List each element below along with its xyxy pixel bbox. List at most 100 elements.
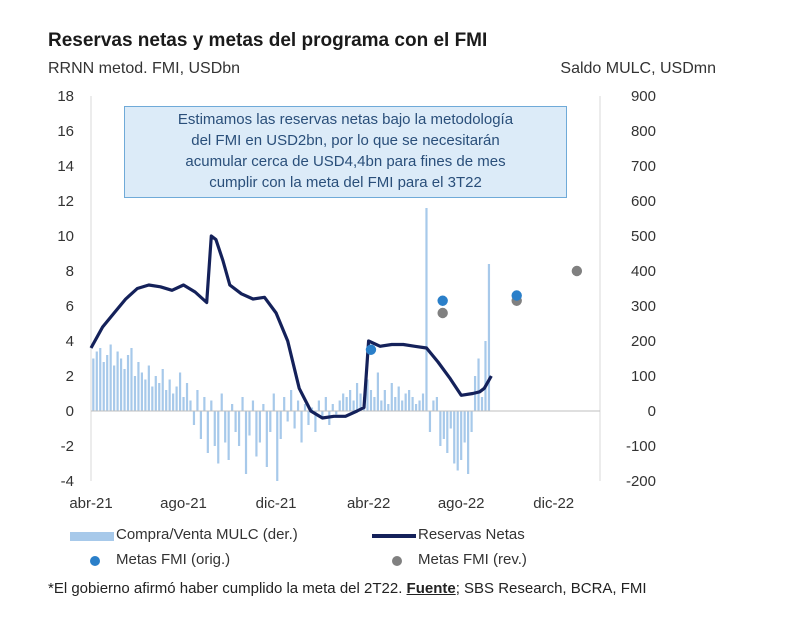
mulc-bar (92, 358, 95, 411)
mulc-bar (408, 390, 411, 411)
footnote-text: *El gobierno afirmó haber cumplido la me… (48, 580, 407, 597)
mulc-bar (130, 348, 133, 411)
mulc-bar (460, 411, 463, 460)
right-axis-tick: 100 (631, 368, 656, 385)
mulc-bar (258, 411, 261, 443)
mulc-bar (484, 341, 487, 411)
axes: -4 -2 0 2 4 6 8 10 12 14 16 18 -200 -100 0 100 200 300 400… (57, 88, 656, 512)
mulc-bar (206, 411, 209, 453)
left-axis-tick: 6 (66, 298, 74, 315)
mulc-bar (251, 400, 255, 411)
mulc-bar (172, 393, 175, 411)
chart-title: Reservas netas y metas del programa con … (48, 30, 488, 51)
annotation-line: del FMI en USD2bn, por lo que se necesit… (191, 132, 500, 149)
mulc-bar (210, 400, 213, 411)
mulc-bar (192, 411, 196, 425)
mulc-bar (477, 358, 480, 411)
mulc-bar (387, 404, 390, 411)
mulc-bar (418, 400, 421, 411)
mulc-bar (248, 411, 251, 436)
legend-rev-label: Metas FMI (rev.) (418, 551, 527, 568)
annotation-line: cumplir con la meta del FMI para el 3T22 (209, 174, 482, 191)
meta-fmi-orig-point (511, 290, 522, 301)
legend-rev-dot (392, 556, 402, 566)
mulc-bar (449, 411, 452, 429)
mulc-bar (487, 264, 491, 411)
legend-orig-dot (90, 556, 100, 566)
mulc-bar (435, 397, 438, 411)
mulc-bar (199, 411, 202, 439)
left-axis-tick: 16 (57, 123, 74, 140)
metas-points (365, 265, 583, 355)
annotation-line: Estimamos las reservas netas bajo la met… (177, 111, 514, 128)
mulc-bar (123, 369, 126, 411)
mulc-bar (432, 400, 435, 411)
mulc-bar (439, 411, 442, 446)
mulc-bar (404, 393, 407, 411)
mulc-bar (335, 411, 338, 415)
x-axis-tick: ago-22 (438, 495, 485, 512)
mulc-bar (286, 411, 289, 422)
mulc-bar (165, 390, 168, 411)
mulc-bar (290, 390, 293, 411)
left-axis-tick: 4 (66, 333, 74, 350)
annotation-box: Estimamos las reservas netas bajo la met… (124, 106, 567, 198)
legend-bars-swatch (70, 532, 114, 541)
mulc-bar (321, 411, 324, 418)
mulc-bar (119, 358, 123, 411)
mulc-bar (140, 372, 143, 411)
left-axis-tick: 12 (57, 193, 74, 210)
mulc-bar (467, 411, 470, 474)
mulc-bar (106, 355, 109, 411)
mulc-bar (317, 400, 320, 411)
right-axis-tick: 900 (631, 88, 656, 105)
mulc-bar (397, 386, 400, 411)
x-axis-tick: abr-21 (69, 495, 112, 512)
mulc-bar (224, 411, 227, 443)
legend-line-label: Reservas Netas (418, 526, 525, 543)
mulc-bar (366, 379, 369, 411)
mulc-bar (175, 386, 178, 411)
mulc-bar (182, 397, 185, 411)
mulc-bar (342, 393, 345, 411)
footnote: *El gobierno afirmó haber cumplido la me… (48, 580, 647, 597)
mulc-bar (456, 411, 459, 471)
mulc-bar (244, 411, 248, 474)
mulc-bar (414, 404, 418, 411)
meta-fmi-rev-point (437, 307, 448, 319)
meta-fmi-orig-point (365, 344, 377, 355)
mulc-bar (359, 393, 362, 411)
mulc-bar (234, 411, 237, 432)
mulc-bar (296, 400, 300, 411)
mulc-bar (276, 411, 279, 481)
legend-line-swatch (372, 534, 416, 538)
mulc-bar (196, 390, 199, 411)
left-axis-tick: -2 (61, 438, 74, 455)
mulc-bar (189, 400, 192, 411)
mulc-bar (283, 397, 286, 411)
mulc-bar (314, 411, 317, 432)
footnote-source-text: ; SBS Research, BCRA, FMI (455, 580, 647, 597)
mulc-bar (369, 390, 373, 411)
right-axis-tick: -200 (626, 473, 656, 490)
mulc-bar (480, 397, 484, 411)
right-axis-tick: 800 (631, 123, 656, 140)
mulc-bar (116, 351, 119, 411)
mulc-bar (300, 411, 303, 443)
mulc-bar (133, 376, 137, 411)
mulc-bar (262, 404, 265, 411)
mulc-bar (269, 411, 272, 432)
annotation-line: acumular cerca de USD4,4bn para fines de… (185, 153, 506, 170)
mulc-bar (147, 365, 150, 411)
mulc-bar (265, 411, 268, 467)
right-axis-tick: 600 (631, 193, 656, 210)
right-axis-tick: 0 (648, 403, 656, 420)
mulc-bar (453, 411, 456, 464)
left-axis-tick: 10 (57, 228, 74, 245)
right-axis-tick: 200 (631, 333, 656, 350)
mulc-bar (390, 383, 393, 411)
right-axis-tick: 500 (631, 228, 656, 245)
mulc-bar (109, 344, 112, 411)
mulc-bar (227, 411, 230, 460)
